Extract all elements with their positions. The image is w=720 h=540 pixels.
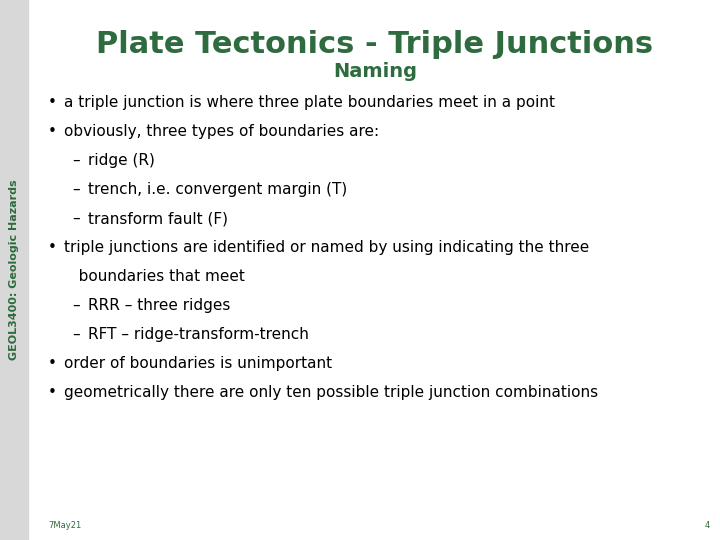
Text: •: • <box>48 385 57 400</box>
Text: –: – <box>72 298 80 313</box>
Text: –: – <box>72 211 80 226</box>
Text: •: • <box>48 124 57 139</box>
Text: geometrically there are only ten possible triple junction combinations: geometrically there are only ten possibl… <box>64 385 598 400</box>
Text: –: – <box>72 153 80 168</box>
Text: RFT – ridge-transform-trench: RFT – ridge-transform-trench <box>88 327 309 342</box>
Text: obviously, three types of boundaries are:: obviously, three types of boundaries are… <box>64 124 379 139</box>
Text: a triple junction is where three plate boundaries meet in a point: a triple junction is where three plate b… <box>64 95 555 110</box>
Text: ridge (R): ridge (R) <box>88 153 155 168</box>
Text: •: • <box>48 95 57 110</box>
Text: –: – <box>72 182 80 197</box>
Text: –: – <box>72 327 80 342</box>
Text: 7May21: 7May21 <box>48 521 81 530</box>
Text: Plate Tectonics - Triple Junctions: Plate Tectonics - Triple Junctions <box>96 30 654 59</box>
Text: RRR – three ridges: RRR – three ridges <box>88 298 230 313</box>
Text: •: • <box>48 240 57 255</box>
Text: boundaries that meet: boundaries that meet <box>64 269 245 284</box>
Text: transform fault (F): transform fault (F) <box>88 211 228 226</box>
Text: •: • <box>48 356 57 371</box>
Text: triple junctions are identified or named by using indicating the three: triple junctions are identified or named… <box>64 240 589 255</box>
Text: order of boundaries is unimportant: order of boundaries is unimportant <box>64 356 332 371</box>
Text: 4: 4 <box>705 521 710 530</box>
Text: GEOL3400: Geologic Hazards: GEOL3400: Geologic Hazards <box>9 180 19 360</box>
Text: Naming: Naming <box>333 62 417 81</box>
Text: trench, i.e. convergent margin (T): trench, i.e. convergent margin (T) <box>88 182 347 197</box>
Bar <box>0 0 28 540</box>
